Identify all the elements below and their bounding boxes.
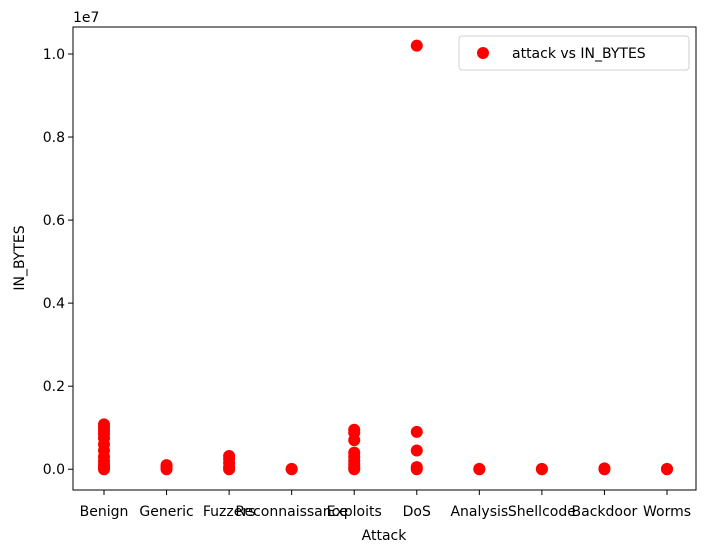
data-point bbox=[348, 423, 361, 436]
legend-box bbox=[458, 35, 690, 71]
data-point bbox=[348, 446, 361, 459]
x-tick-label: Shellcode bbox=[508, 504, 576, 520]
legend-entry-label: attack vs IN_BYTES bbox=[512, 46, 646, 62]
x-tick-label: DoS bbox=[403, 504, 431, 520]
x-tick-label: Benign bbox=[80, 504, 129, 520]
data-point bbox=[661, 462, 673, 475]
legend-marker bbox=[477, 47, 489, 59]
points-layer bbox=[98, 39, 673, 476]
x-tick-label: Fuzzers bbox=[203, 504, 256, 520]
y-tick-label: 0.4 bbox=[43, 296, 65, 312]
x-tick-label: Backdoor bbox=[572, 504, 638, 520]
y-tick-label: 0.0 bbox=[43, 462, 65, 478]
plot-area-frame bbox=[72, 26, 697, 491]
x-axis: Benign Generic FuzzersReconnaissanceExploi… bbox=[80, 490, 691, 520]
data-point bbox=[410, 39, 423, 52]
data-point bbox=[535, 462, 548, 475]
data-point bbox=[98, 418, 110, 431]
data-point bbox=[285, 462, 298, 475]
y-tick-label: 1.0 bbox=[43, 47, 65, 63]
y-tick-label: 0.6 bbox=[43, 213, 65, 229]
x-tick-label: Worms bbox=[643, 504, 691, 520]
data-point bbox=[410, 444, 423, 457]
data-point bbox=[160, 459, 173, 472]
data-point bbox=[473, 462, 486, 475]
x-tick-label: Generic bbox=[139, 504, 193, 520]
data-point bbox=[223, 449, 236, 462]
legend: attack vs IN_BYTES bbox=[458, 35, 690, 71]
y-tick-label: 0.8 bbox=[43, 130, 65, 146]
x-tick-label: Exploits bbox=[327, 504, 382, 520]
y-tick-label: 0.2 bbox=[43, 379, 65, 395]
y-axis-label: IN_BYTES bbox=[12, 225, 28, 290]
y-axis-offset-label: 1e7 bbox=[73, 10, 99, 26]
y-axis: 0.0 0.2 0.4 0.6 0.8 1.0 bbox=[43, 47, 73, 478]
data-point bbox=[598, 462, 611, 475]
x-tick-label: Analysis bbox=[450, 504, 508, 520]
x-axis-label: Attack bbox=[362, 528, 408, 544]
x-tick-label: Reconnaissance bbox=[235, 504, 348, 520]
data-point bbox=[410, 461, 423, 474]
data-point bbox=[410, 425, 423, 438]
